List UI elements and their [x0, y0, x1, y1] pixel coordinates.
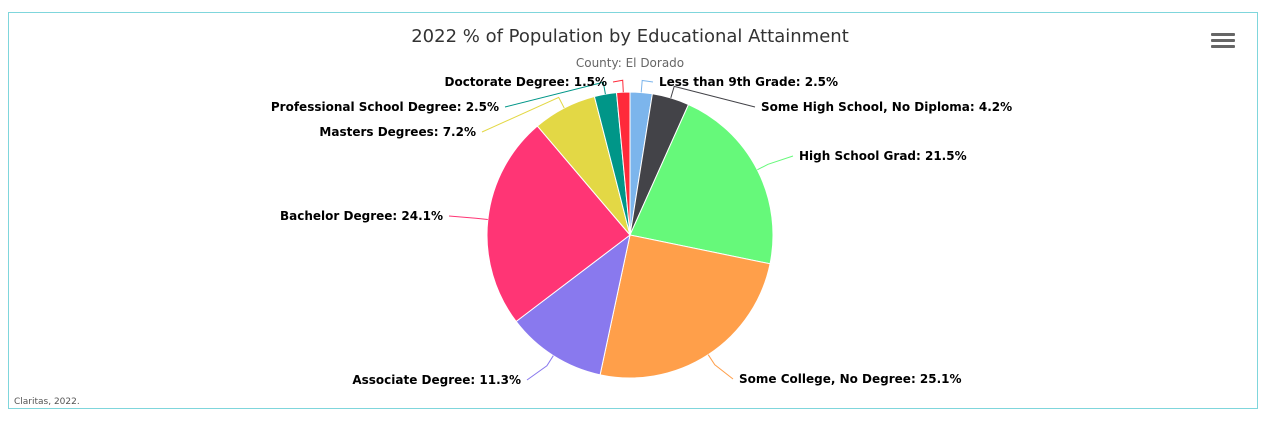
slice-data-label: Masters Degrees: 7.2%	[319, 125, 476, 139]
hamburger-menu-icon[interactable]	[1208, 30, 1238, 54]
slice-connector-line	[757, 155, 794, 171]
slice-data-label: Bachelor Degree: 24.1%	[280, 209, 443, 223]
slice-data-label: Some College, No Degree: 25.1%	[739, 372, 962, 386]
slice-data-label: Doctorate Degree: 1.5%	[444, 75, 607, 89]
pie-slice[interactable]	[515, 233, 631, 376]
pie-slice[interactable]	[486, 125, 631, 323]
slice-connector-line	[612, 79, 624, 93]
slice-connector-line	[481, 96, 565, 133]
slice-connector-line	[707, 354, 734, 380]
slice-connector-line	[448, 215, 488, 220]
pie-slice[interactable]	[599, 234, 771, 379]
slice-data-label: Some High School, No Diploma: 4.2%	[761, 100, 1012, 114]
slice-data-label: Associate Degree: 11.3%	[352, 373, 521, 387]
pie-slice[interactable]	[629, 103, 774, 265]
slice-data-label: High School Grad: 21.5%	[799, 149, 967, 163]
slice-connector-line	[504, 81, 606, 108]
slice-connector-line	[526, 355, 554, 381]
menu-bar	[1211, 33, 1235, 36]
menu-bar	[1211, 45, 1235, 48]
slice-connector-line	[640, 79, 654, 93]
slice-connector-line	[670, 85, 756, 108]
menu-bar	[1211, 39, 1235, 42]
slice-data-label: Professional School Degree: 2.5%	[271, 100, 499, 114]
chart-title: 2022 % of Population by Educational Atta…	[411, 26, 849, 47]
chart-credits: Claritas, 2022.	[14, 397, 80, 407]
slice-data-label: Less than 9th Grade: 2.5%	[659, 75, 838, 89]
chart-subtitle: County: El Dorado	[575, 56, 685, 70]
